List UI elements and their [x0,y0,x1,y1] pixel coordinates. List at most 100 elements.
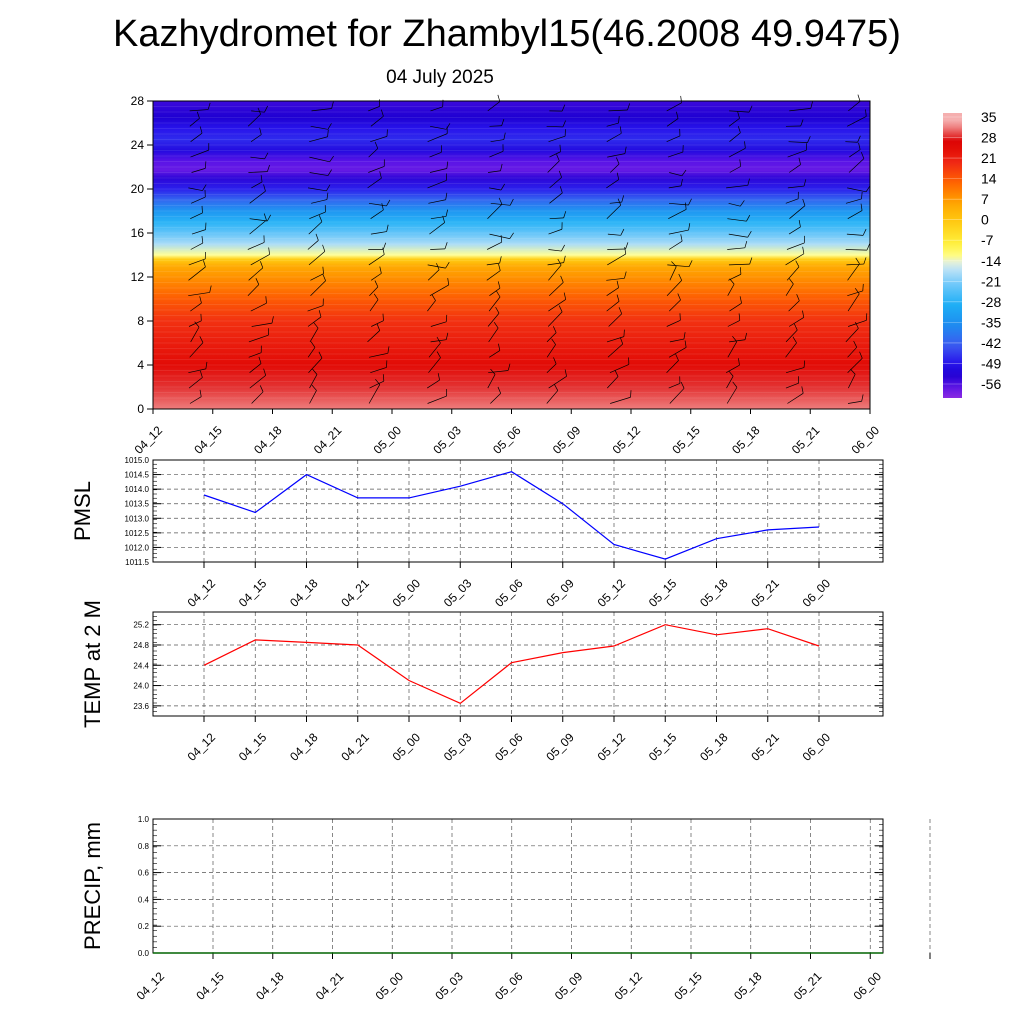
y-tick-label: 12 [131,270,145,284]
y-tick-label: 0.8 [138,842,150,851]
y-tick-label: 20 [131,182,145,196]
colorbar-label: 35 [981,109,997,125]
x-tick-label: 05_18 [697,576,731,610]
y-axis-label: PRECIP, mm [80,822,105,950]
x-tick-label: 04_15 [236,730,270,764]
y-tick-label: 24 [131,138,145,152]
x-tick-label: 04_21 [311,423,345,457]
x-tick-label: 04_12 [185,576,219,610]
y-tick-label: 16 [131,226,145,240]
x-tick-label: 05_12 [610,423,644,457]
wind-barb-feather [858,95,860,102]
x-tick-label: 04_18 [251,423,285,457]
y-tick-label: 24.0 [133,682,149,691]
x-tick-label: 04_21 [313,969,347,1003]
x-tick-label: 05_18 [697,730,731,764]
page-title: Kazhydromet for Zhambyl15(46.2008 49.947… [113,13,901,55]
panel-frame [153,612,883,716]
y-tick-label: 1012.0 [125,543,150,552]
precip-panel: 0.0 0.2 0.4 0.6 0.8 1.0 04_12 04_15 04_18 04_21 05… [80,815,930,1003]
x-tick-label: 05_09 [552,969,586,1003]
pmsl-panel: 1011.5 1012.0 1012.5 1013.0 1013.5 1014.0 1014… [70,456,883,610]
x-tick-label: 05_21 [748,730,782,764]
x-tick-label: 05_18 [729,423,763,457]
x-tick-label: 05_21 [791,969,825,1003]
y-tick-label: 1.0 [138,815,150,824]
y-axis-label: PMSL [70,481,95,541]
y-tick-label: 1014.5 [125,471,150,480]
colorbar-label: -56 [981,376,1001,392]
y-tick-label: 8 [137,314,144,328]
x-tick-label: 05_21 [789,423,823,457]
x-tick-label: 04_12 [132,423,166,457]
y-tick-label: 1013.0 [125,514,150,523]
y-tick-label: 0.4 [138,895,150,904]
x-tick-label: 05_21 [748,576,782,610]
colorbar-label: -21 [981,273,1001,289]
x-tick-label: 04_21 [338,730,372,764]
x-tick-label: 05_03 [430,423,464,457]
colorbar-label: -28 [981,294,1001,310]
x-tick-label: 05_00 [390,576,424,610]
y-axis-label: TEMP at 2 M [80,600,105,728]
y-tick-label: 25.2 [133,621,149,630]
x-tick-label: 05_12 [595,576,629,610]
colorbar-label: -42 [981,335,1001,351]
x-tick-label: 04_12 [185,730,219,764]
y-tick-label: 1013.5 [125,500,150,509]
colorbar-label: -14 [981,253,1001,269]
colorbar-label: 21 [981,150,997,166]
x-tick-label: 05_06 [490,423,524,457]
x-tick-label: 05_12 [612,969,646,1003]
x-tick-label: 04_18 [287,576,321,610]
y-tick-label: 0 [137,402,144,416]
x-tick-label: 04_15 [191,423,225,457]
x-tick-label: 04_15 [236,576,270,610]
x-tick-label: 04_21 [338,576,372,610]
y-tick-label: 1011.5 [125,558,149,567]
x-tick-label: 05_06 [492,730,526,764]
x-tick-label: 05_00 [371,423,405,457]
x-tick-label: 04_15 [193,969,227,1003]
x-tick-label: 05_09 [543,576,577,610]
y-tick-label: 23.6 [133,702,149,711]
x-tick-label: 05_03 [441,576,475,610]
x-tick-label: 04_18 [253,969,287,1003]
y-tick-label: 0.0 [138,949,150,958]
page-subtitle: 04 July 2025 [386,67,494,88]
x-tick-label: 05_06 [492,576,526,610]
y-tick-label: 1015.0 [125,456,150,465]
colorbar-label: -35 [981,314,1001,330]
y-tick-label: 0.6 [138,869,150,878]
y-tick-label: 1014.0 [125,485,150,494]
x-tick-label: 05_15 [671,969,705,1003]
y-tick-label: 0.2 [138,922,150,931]
x-tick-label: 05_09 [543,730,577,764]
x-tick-label: 06_00 [800,576,834,610]
x-tick-label: 04_12 [134,969,168,1003]
x-tick-label: 05_00 [373,969,407,1003]
x-tick-label: 04_18 [287,730,321,764]
x-tick-label: 06_00 [800,730,834,764]
colorbar-label: 28 [981,130,997,146]
x-tick-label: 05_06 [492,969,526,1003]
y-tick-label: 28 [131,94,145,108]
y-tick-label: 4 [137,358,144,372]
x-tick-label: 05_15 [669,423,703,457]
x-tick-label: 05_03 [432,969,466,1003]
colorbar-label: 0 [981,212,989,228]
x-tick-label: 06_00 [849,423,883,457]
x-tick-label: 05_00 [390,730,424,764]
y-tick-label: 24.4 [133,661,149,670]
y-tick-label: 1012.5 [125,529,150,538]
temperature-cross-section: 0 4 8 12 16 20 24 28 04_12 04_15 04_18 04_21 05_00 05… [131,94,883,457]
colorbar-label: 14 [981,171,997,187]
x-tick-label: 06_00 [851,969,885,1003]
x-tick-label: 05_15 [646,576,680,610]
x-tick-label: 05_15 [646,730,680,764]
colorbar-label: -49 [981,355,1001,371]
